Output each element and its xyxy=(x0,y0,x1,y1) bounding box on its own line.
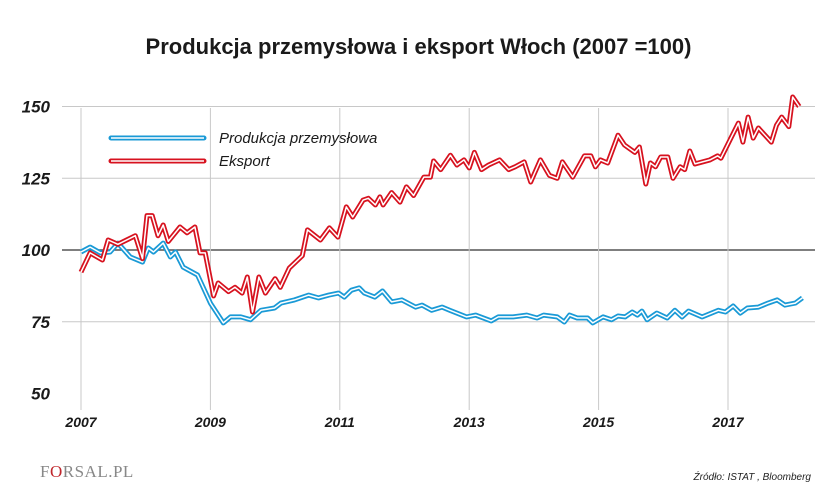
x-tick-label: 2015 xyxy=(582,414,614,430)
legend-label-eksport: Eksport xyxy=(219,153,271,170)
series-line-eksport xyxy=(78,94,802,315)
source-note: Źródło: ISTAT , Bloomberg xyxy=(693,472,811,483)
legend-label-produkcja: Produkcja przemysłowa xyxy=(219,130,377,147)
x-tick-label: 2017 xyxy=(711,414,744,430)
series-line-eksport-inner xyxy=(80,96,800,313)
x-tick-label: 2007 xyxy=(64,414,97,430)
series-line-produkcja xyxy=(79,240,804,326)
y-tick-label: 50 xyxy=(31,385,50,404)
series-line-produkcja-inner xyxy=(80,242,803,324)
y-tick-label: 100 xyxy=(22,241,51,260)
x-tick-label: 2011 xyxy=(324,414,355,430)
y-tick-label: 75 xyxy=(31,313,50,332)
y-tick-label: 150 xyxy=(22,98,51,117)
x-tick-label: 2009 xyxy=(194,414,226,430)
chart-title: Produkcja przemysłowa i eksport Włoch (2… xyxy=(145,34,692,59)
forsal-logo: FORSAL.PL xyxy=(40,462,134,481)
y-tick-label: 125 xyxy=(22,169,51,188)
x-tick-label: 2013 xyxy=(453,414,485,430)
